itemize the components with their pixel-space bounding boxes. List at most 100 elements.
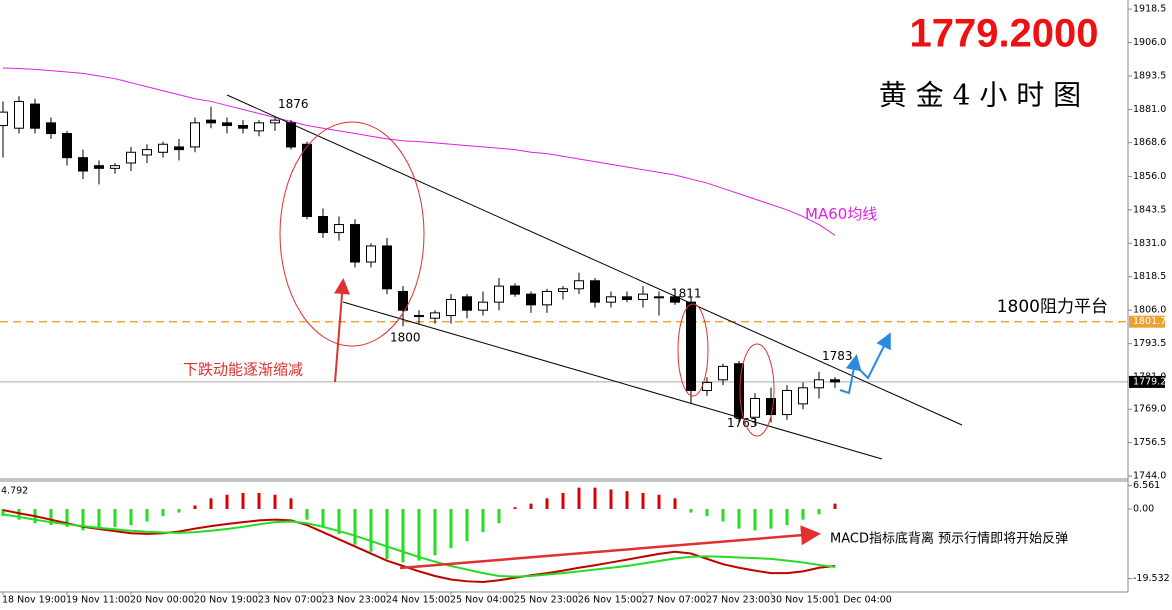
price-tag	[1129, 375, 1165, 388]
y-tick-label: 1906.0	[1133, 37, 1166, 48]
candle-body	[158, 143, 168, 153]
macd-panel: 6.561 0.00 -19.532	[1, 480, 1170, 584]
x-tick-label: 18 Nov 19:00	[2, 595, 66, 606]
forecast-arrow	[839, 354, 862, 395]
candle-body	[654, 296, 664, 299]
candle-body	[126, 151, 136, 164]
y-tick-label: 0.00	[1133, 503, 1154, 514]
legend-label: MA60均线	[805, 205, 877, 223]
line	[2, 509, 836, 584]
candle-body	[302, 143, 312, 218]
candle-body	[366, 245, 376, 263]
candle-body	[382, 245, 392, 290]
resistance-label: 1800阻力平台	[997, 297, 1108, 317]
candle-body	[734, 363, 744, 418]
candle-body	[174, 146, 184, 151]
candle-body	[478, 301, 488, 311]
y-tick-label: 1818.5	[1133, 271, 1166, 282]
candle-body	[446, 298, 456, 317]
y-tick-label: 1893.5	[1133, 71, 1166, 82]
candle-body	[718, 365, 728, 381]
candle-body	[190, 122, 200, 148]
price-banner: 1779.2000	[909, 12, 1098, 56]
line	[2, 513, 836, 578]
y-tick-label: 1806.0	[1133, 305, 1166, 316]
candle-body	[222, 122, 232, 127]
candle-body	[606, 296, 616, 303]
candle-body	[46, 122, 56, 135]
candle-body	[206, 119, 216, 124]
arrow	[399, 525, 821, 570]
price-panel: 1918.5 1906.0 1893.5 1881.0 1868.6 1856.0 1843…	[0, 4, 1166, 606]
candle-body	[638, 293, 648, 300]
annotation: 下跌动能逐渐缩减	[183, 361, 303, 379]
candle-body	[350, 224, 360, 263]
candle-body	[766, 398, 776, 416]
candle-body	[238, 125, 248, 129]
indicator-value: 4.792	[1, 486, 28, 497]
candle-body	[590, 280, 600, 303]
candle-body	[94, 165, 104, 169]
candle-body	[558, 288, 568, 292]
highlight-circle	[739, 343, 775, 437]
x-tick-label: 25 Nov 23:00	[514, 595, 578, 606]
candle-body	[0, 111, 8, 127]
candle-body	[398, 290, 408, 311]
x-tick-label: 27 Nov 23:00	[706, 595, 770, 606]
candle-body	[62, 133, 72, 159]
forecast-arrow	[855, 332, 891, 380]
arrow	[334, 278, 351, 383]
candle-body	[702, 381, 712, 391]
candle-body	[494, 285, 504, 303]
candle-body	[78, 157, 88, 172]
y-tick-label: 1756.5	[1133, 437, 1166, 448]
x-tick-label: 20 Nov 00:00	[130, 595, 194, 606]
price-annotation: 1763	[727, 416, 758, 430]
candle-body	[622, 296, 632, 300]
x-tick-label: 23 Nov 23:00	[322, 595, 386, 606]
x-tick-label: 20 Nov 19:00	[194, 595, 258, 606]
x-tick-label: 1 Dec 04:00	[834, 595, 892, 606]
candle-body	[574, 280, 584, 290]
y-tick-label: -19.532	[1133, 573, 1170, 584]
y-tick-label: 1793.5	[1133, 338, 1166, 349]
y-tick-label: 1843.5	[1133, 204, 1166, 215]
candle-body	[798, 387, 808, 405]
x-tick-label: 27 Nov 07:00	[642, 595, 706, 606]
candle-body	[542, 290, 552, 306]
candle-body	[510, 285, 520, 295]
price-tag-label: 1779.2	[1133, 376, 1166, 387]
x-tick-label: 24 Nov 15:00	[386, 595, 450, 606]
price-annotation: 1811	[671, 287, 702, 301]
candle-body	[254, 122, 264, 132]
highlight-circle	[279, 121, 425, 347]
line	[2, 67, 836, 236]
candle-body	[526, 293, 536, 306]
y-tick-label: 6.561	[1133, 480, 1160, 491]
price-annotation: 1783	[822, 349, 853, 363]
price-tag	[1129, 315, 1165, 328]
y-tick-label: 1868.6	[1133, 137, 1166, 148]
candle-body	[686, 301, 696, 391]
x-tick-label: 30 Nov 15:00	[770, 595, 834, 606]
candle-body	[142, 149, 152, 156]
x-tick-label: 25 Nov 04:00	[450, 595, 514, 606]
trendline	[342, 301, 883, 460]
y-tick-label: 1831.0	[1133, 238, 1166, 249]
candle-body	[14, 100, 24, 129]
y-tick-label: 1856.0	[1133, 171, 1166, 182]
annotation: MACD指标底背离 预示行情即将开始反弹	[830, 531, 1068, 547]
highlight-circle	[677, 303, 709, 397]
candle-body	[286, 122, 296, 148]
candle-body	[110, 165, 120, 169]
y-tick-label: 1881.0	[1133, 104, 1166, 115]
candle-body	[318, 216, 328, 234]
candle-body	[430, 312, 440, 319]
price-annotation: 1800	[390, 331, 421, 345]
chart-title: 黄 金 4 小 时 图	[879, 79, 1081, 112]
candle-body	[414, 315, 424, 318]
trendline	[226, 94, 963, 426]
x-tick-label: 23 Nov 07:00	[258, 595, 322, 606]
